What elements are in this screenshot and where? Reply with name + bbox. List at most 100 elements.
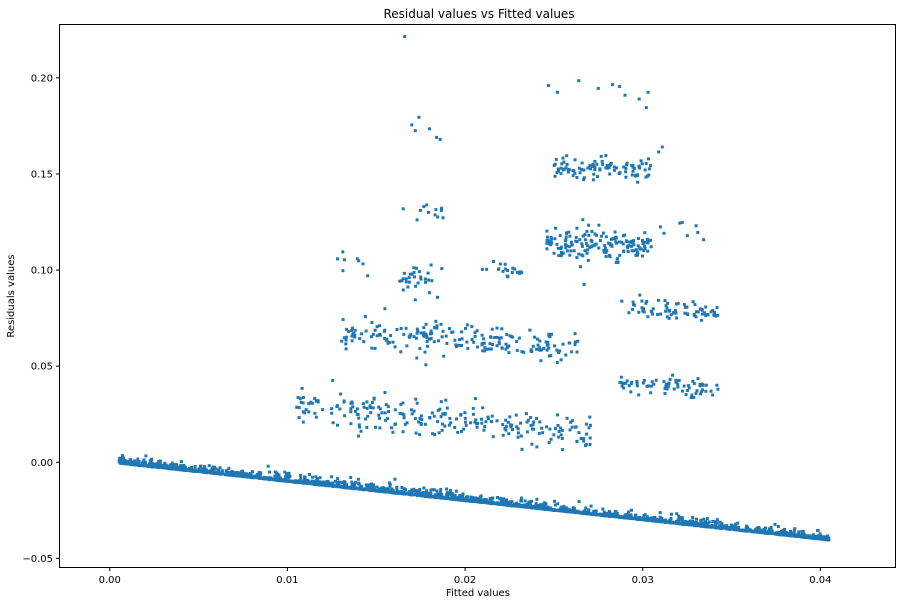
data-point (529, 416, 533, 419)
data-point (677, 514, 681, 518)
data-point (615, 166, 619, 170)
data-point (517, 336, 521, 340)
data-point (568, 245, 572, 249)
data-point (377, 413, 381, 417)
data-point (647, 157, 650, 161)
data-point (432, 340, 436, 344)
data-point (537, 431, 541, 435)
data-point (588, 423, 592, 427)
data-point (207, 464, 211, 468)
data-points (117, 35, 831, 542)
data-point (552, 433, 556, 437)
data-point (440, 493, 444, 496)
x-tick-label: 0.01 (276, 575, 298, 586)
data-point (517, 503, 521, 507)
data-point (399, 402, 403, 406)
data-point (602, 231, 605, 235)
data-point (669, 313, 673, 317)
data-point (557, 509, 561, 513)
data-point (664, 520, 668, 524)
data-point (131, 460, 135, 464)
data-point (287, 474, 291, 478)
data-point (609, 161, 613, 165)
data-point (286, 480, 290, 483)
data-point (507, 432, 511, 436)
data-point (226, 472, 230, 476)
data-point (789, 534, 793, 538)
data-point (663, 386, 667, 390)
data-point (561, 342, 565, 346)
data-point (516, 435, 520, 439)
data-point (582, 168, 586, 172)
data-point (584, 422, 588, 426)
data-point (665, 306, 669, 310)
data-point (429, 329, 433, 333)
data-point (363, 487, 367, 491)
data-point (677, 519, 681, 522)
data-point (265, 477, 269, 481)
data-point (449, 421, 453, 425)
data-point (405, 344, 409, 348)
data-point (624, 381, 628, 385)
data-point (565, 163, 569, 166)
data-point (166, 464, 170, 468)
data-point (299, 480, 303, 484)
data-point (616, 260, 620, 264)
data-point (671, 373, 675, 377)
data-point (582, 437, 586, 440)
data-point (418, 491, 422, 495)
data-point (666, 385, 670, 389)
data-point (430, 411, 434, 415)
data-point (362, 405, 366, 409)
data-point (695, 517, 698, 521)
data-point (365, 406, 369, 410)
data-point (488, 497, 492, 500)
data-point (723, 524, 727, 528)
data-point (694, 224, 698, 228)
data-point (632, 239, 636, 243)
data-point (604, 250, 608, 254)
data-point (641, 242, 645, 245)
data-point (615, 515, 619, 519)
data-point (448, 416, 452, 420)
data-point (396, 490, 400, 494)
data-point (693, 521, 697, 525)
data-point (413, 417, 417, 421)
data-point (441, 216, 445, 220)
data-point (229, 473, 233, 477)
data-point (287, 471, 291, 475)
data-point (499, 500, 503, 504)
data-point (561, 506, 565, 510)
data-point (704, 305, 708, 309)
data-point (585, 229, 589, 233)
data-point (735, 527, 738, 531)
data-point (136, 457, 140, 461)
data-point (338, 480, 341, 484)
data-point (441, 329, 445, 333)
data-point (352, 486, 356, 490)
data-point (429, 336, 433, 340)
data-point (121, 454, 124, 458)
data-point (601, 514, 605, 517)
data-point (670, 512, 673, 516)
data-point (440, 267, 444, 271)
data-point (357, 416, 361, 420)
data-point (433, 493, 437, 497)
data-point (698, 384, 702, 388)
data-point (657, 150, 661, 154)
data-point (338, 484, 341, 488)
data-point (757, 530, 761, 534)
data-point (528, 500, 532, 504)
data-point (402, 413, 406, 417)
data-point (344, 347, 348, 351)
data-point (457, 498, 461, 502)
data-point (483, 349, 486, 353)
data-point (561, 252, 565, 256)
data-point (516, 431, 520, 435)
data-point (716, 313, 720, 317)
data-point (699, 524, 703, 528)
data-point (546, 505, 550, 509)
data-point (686, 384, 690, 388)
data-point (403, 422, 407, 426)
data-point (249, 472, 253, 476)
